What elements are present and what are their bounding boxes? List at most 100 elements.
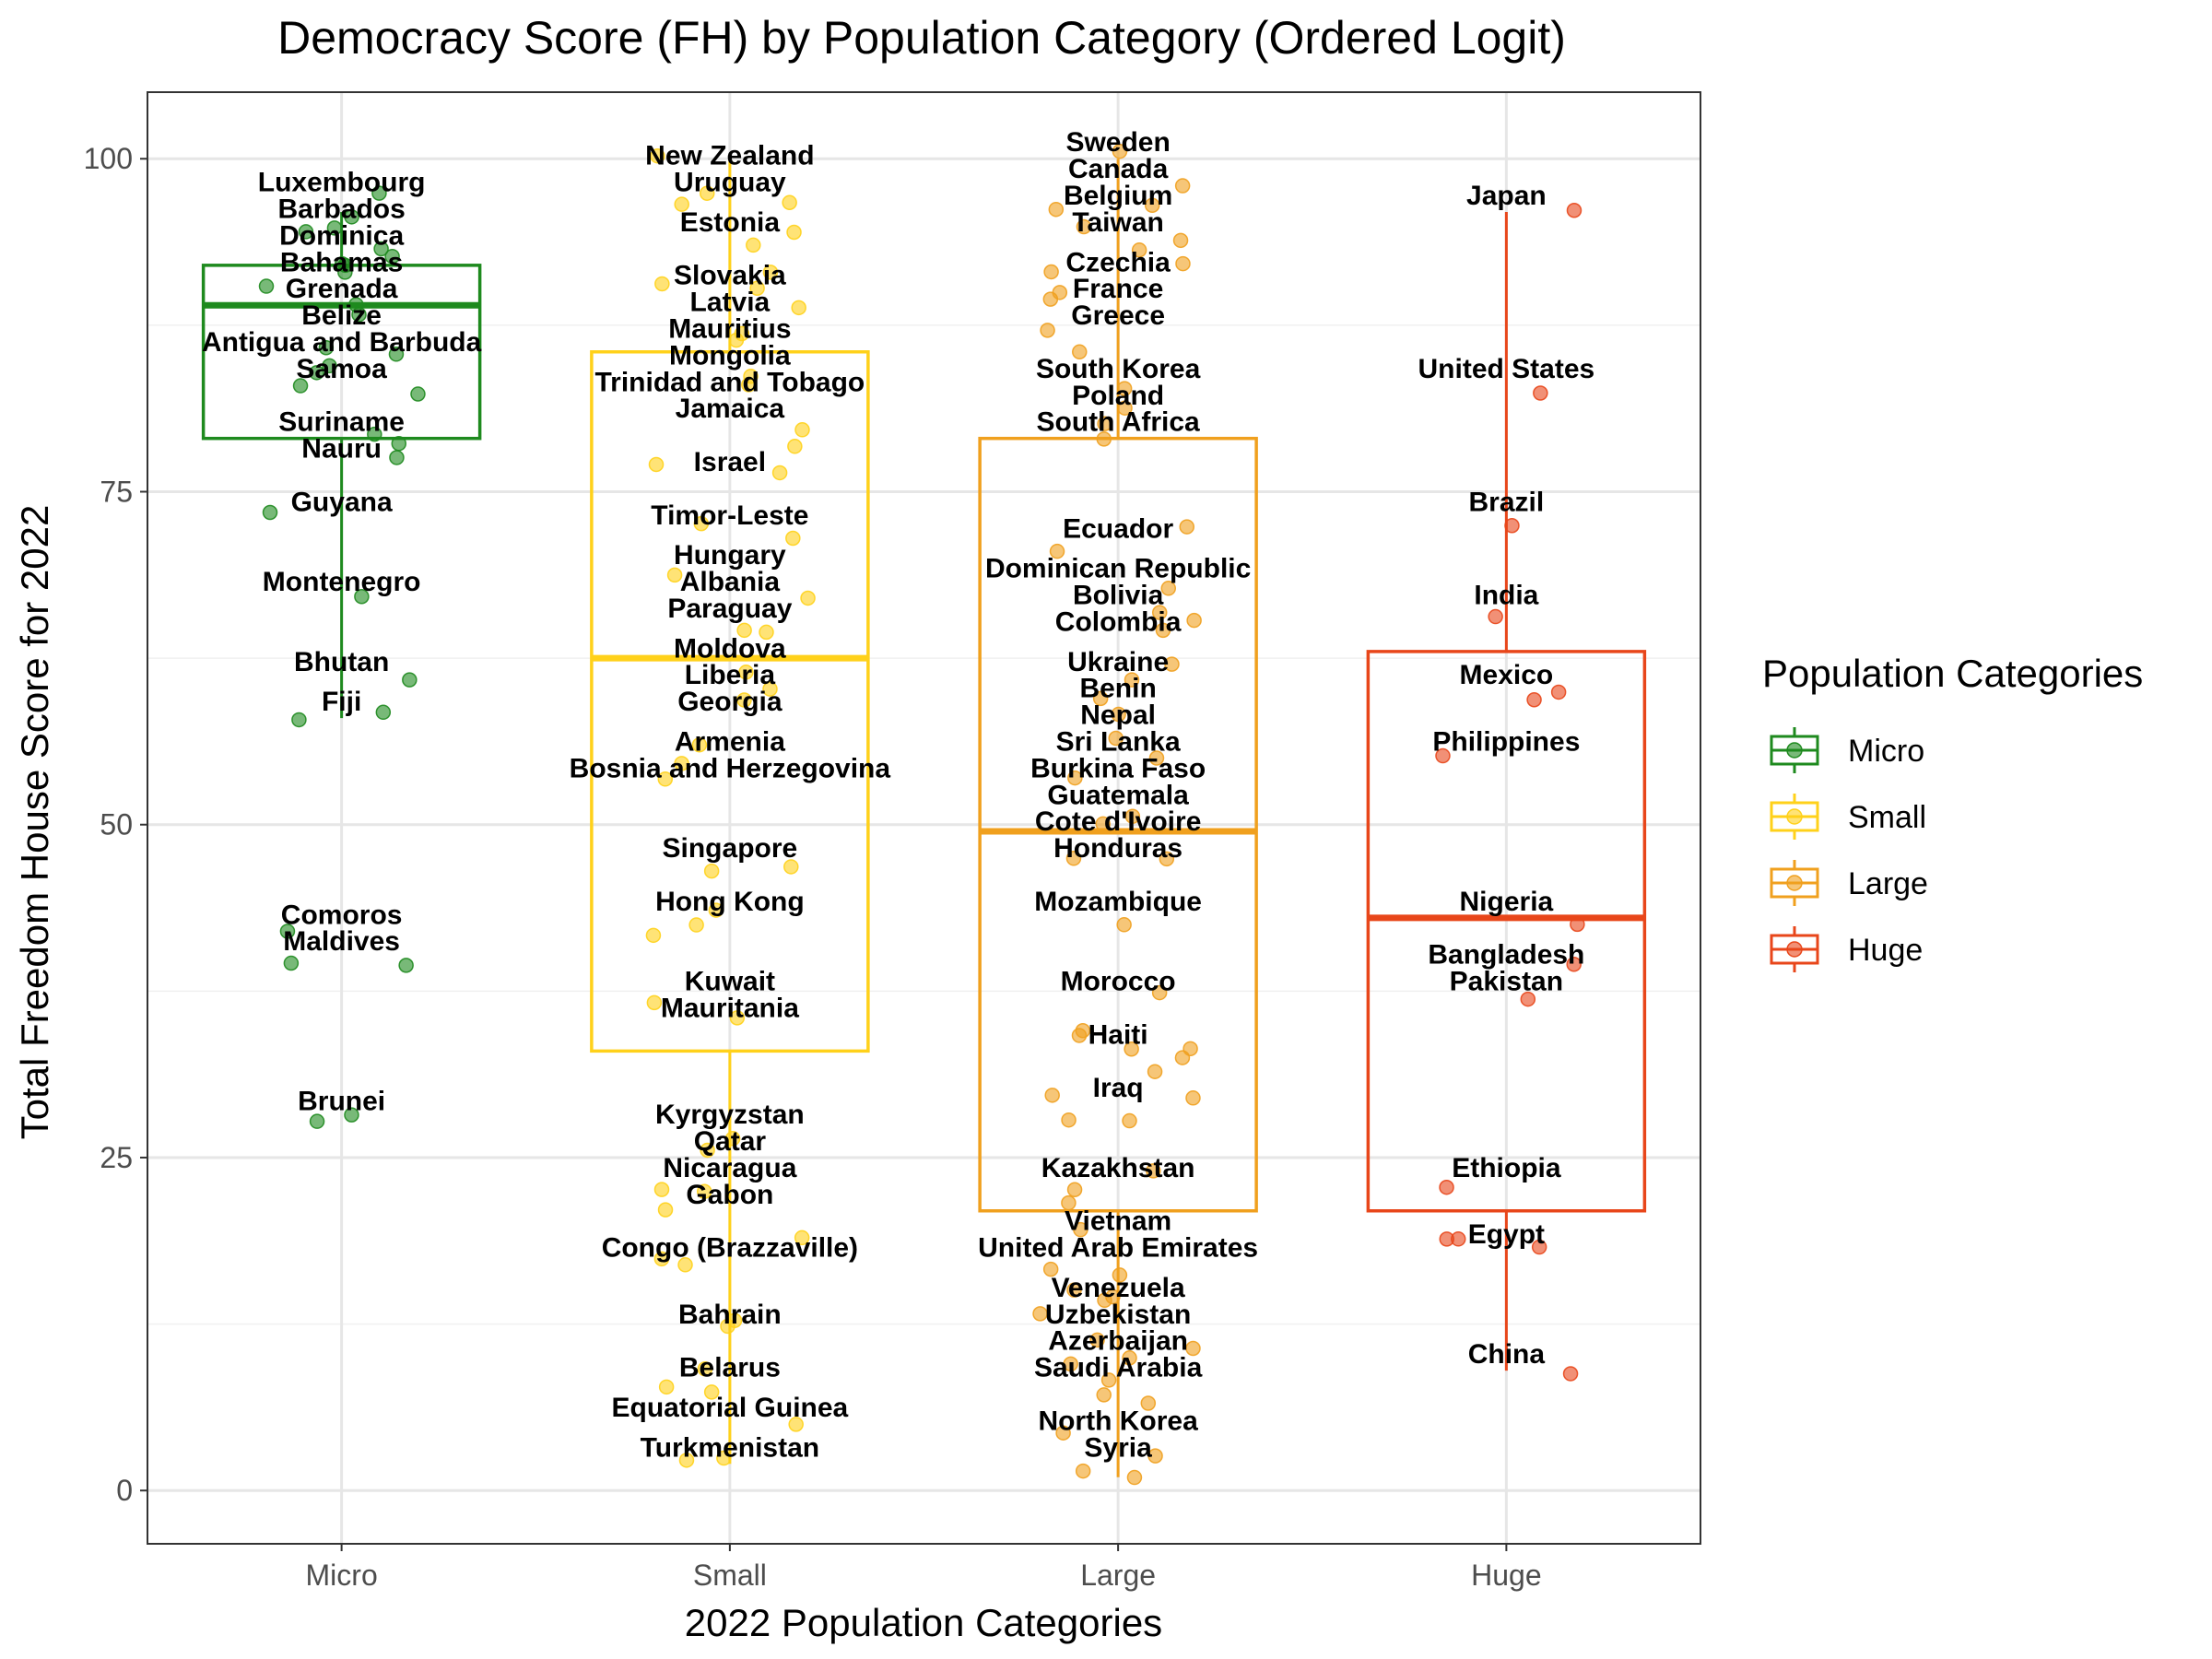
data-point — [1067, 770, 1083, 786]
country-label: Armenia — [675, 726, 785, 757]
y-tick-label: 0 — [116, 1474, 133, 1507]
data-point — [794, 422, 810, 438]
data-point — [645, 927, 662, 944]
country-label: Sweden — [1065, 127, 1170, 158]
data-point — [1117, 400, 1133, 416]
legend-key-point — [1786, 808, 1803, 825]
data-point — [786, 224, 802, 241]
data-point — [1089, 1332, 1105, 1348]
country-label: Hong Kong — [655, 887, 805, 917]
legend-label: Huge — [1848, 933, 1923, 968]
data-point — [402, 672, 418, 688]
data-point — [699, 185, 715, 201]
country-label: Bhutan — [294, 647, 389, 677]
country-label: Nicaragua — [663, 1153, 796, 1183]
data-point — [1073, 1221, 1088, 1238]
data-point — [1439, 1231, 1454, 1247]
country-label: Cote d'Ivoire — [1035, 806, 1202, 837]
data-point — [1108, 730, 1124, 747]
data-point — [1144, 197, 1160, 214]
country-label: Uzbekistan — [1045, 1300, 1191, 1330]
country-label: Comoros — [281, 900, 403, 930]
data-point — [1040, 323, 1055, 338]
data-point — [367, 426, 382, 442]
data-point — [646, 994, 663, 1011]
data-point — [1095, 816, 1111, 832]
data-point — [1185, 1090, 1201, 1106]
data-point — [693, 515, 710, 532]
data-point — [736, 622, 752, 639]
country-label: Philippines — [1432, 726, 1580, 757]
country-label: Trinidad and Tobago — [594, 367, 865, 397]
country-label: Poland — [1072, 381, 1164, 411]
data-point — [1172, 232, 1189, 249]
data-point — [283, 955, 300, 971]
country-label: Qatar — [694, 1126, 767, 1157]
data-point — [1147, 1448, 1163, 1464]
country-label: Colombia — [1055, 606, 1182, 637]
data-point — [1111, 706, 1126, 723]
data-point — [292, 378, 309, 394]
data-point — [391, 436, 407, 452]
data-point — [800, 590, 816, 606]
country-label: Mexico — [1460, 660, 1554, 690]
chart-title: Democracy Score (FH) by Population Categ… — [277, 12, 1566, 64]
legend-key-point — [1786, 875, 1803, 891]
country-label: Belize — [301, 300, 382, 331]
data-point — [1566, 202, 1583, 218]
country-label: Bosnia and Herzegovina — [570, 753, 891, 783]
data-point — [1504, 517, 1520, 534]
country-label: Iraq — [1093, 1073, 1144, 1103]
country-label: Singapore — [663, 833, 798, 864]
data-point — [1174, 178, 1191, 194]
country-label: India — [1474, 581, 1538, 611]
data-point — [298, 224, 314, 240]
data-point — [1124, 808, 1141, 824]
data-point — [653, 1182, 670, 1197]
country-label: Haiti — [1088, 1019, 1148, 1050]
data-point — [728, 332, 745, 348]
data-point — [262, 504, 278, 521]
panel-background — [147, 92, 1700, 1544]
data-point — [653, 1251, 670, 1267]
country-label: Ethiopia — [1452, 1153, 1561, 1183]
data-point — [741, 377, 757, 393]
data-point — [1151, 984, 1168, 1001]
country-label: Bahrain — [678, 1300, 782, 1330]
country-label: Mozambique — [1034, 887, 1202, 917]
data-point — [1179, 519, 1195, 535]
data-point — [1049, 543, 1065, 559]
panel-border — [147, 91, 1701, 1545]
country-label: Belgium — [1064, 181, 1172, 211]
data-point — [746, 237, 761, 253]
data-point — [291, 712, 307, 728]
country-label: Bangladesh — [1428, 940, 1584, 971]
y-axis-title: Total Freedom House Score for 2022 — [13, 505, 56, 1140]
data-point — [279, 924, 296, 939]
data-point — [375, 704, 392, 721]
data-point — [337, 265, 353, 280]
data-point — [1043, 264, 1059, 280]
country-label: Congo (Brazzaville) — [602, 1233, 858, 1264]
country-label: Paraguay — [667, 594, 792, 624]
data-point — [1439, 1179, 1454, 1195]
country-label: New Zealand — [645, 141, 814, 171]
country-label: Antigua and Barbuda — [202, 327, 482, 358]
data-point — [1126, 1469, 1143, 1486]
data-point — [344, 1107, 359, 1123]
data-point — [791, 300, 806, 316]
data-point — [1570, 916, 1585, 933]
country-label: Suriname — [278, 407, 405, 438]
data-point — [674, 196, 689, 212]
country-label: Egypt — [1468, 1219, 1545, 1250]
data-point — [1061, 1194, 1077, 1211]
country-label: Venezuela — [1052, 1273, 1185, 1303]
country-label: Dominica — [279, 220, 404, 251]
data-point — [1131, 242, 1147, 258]
data-point — [666, 567, 683, 583]
country-label: Bolivia — [1073, 581, 1164, 611]
data-point — [1151, 605, 1168, 620]
data-point — [1042, 291, 1059, 307]
data-point — [1097, 1292, 1112, 1309]
